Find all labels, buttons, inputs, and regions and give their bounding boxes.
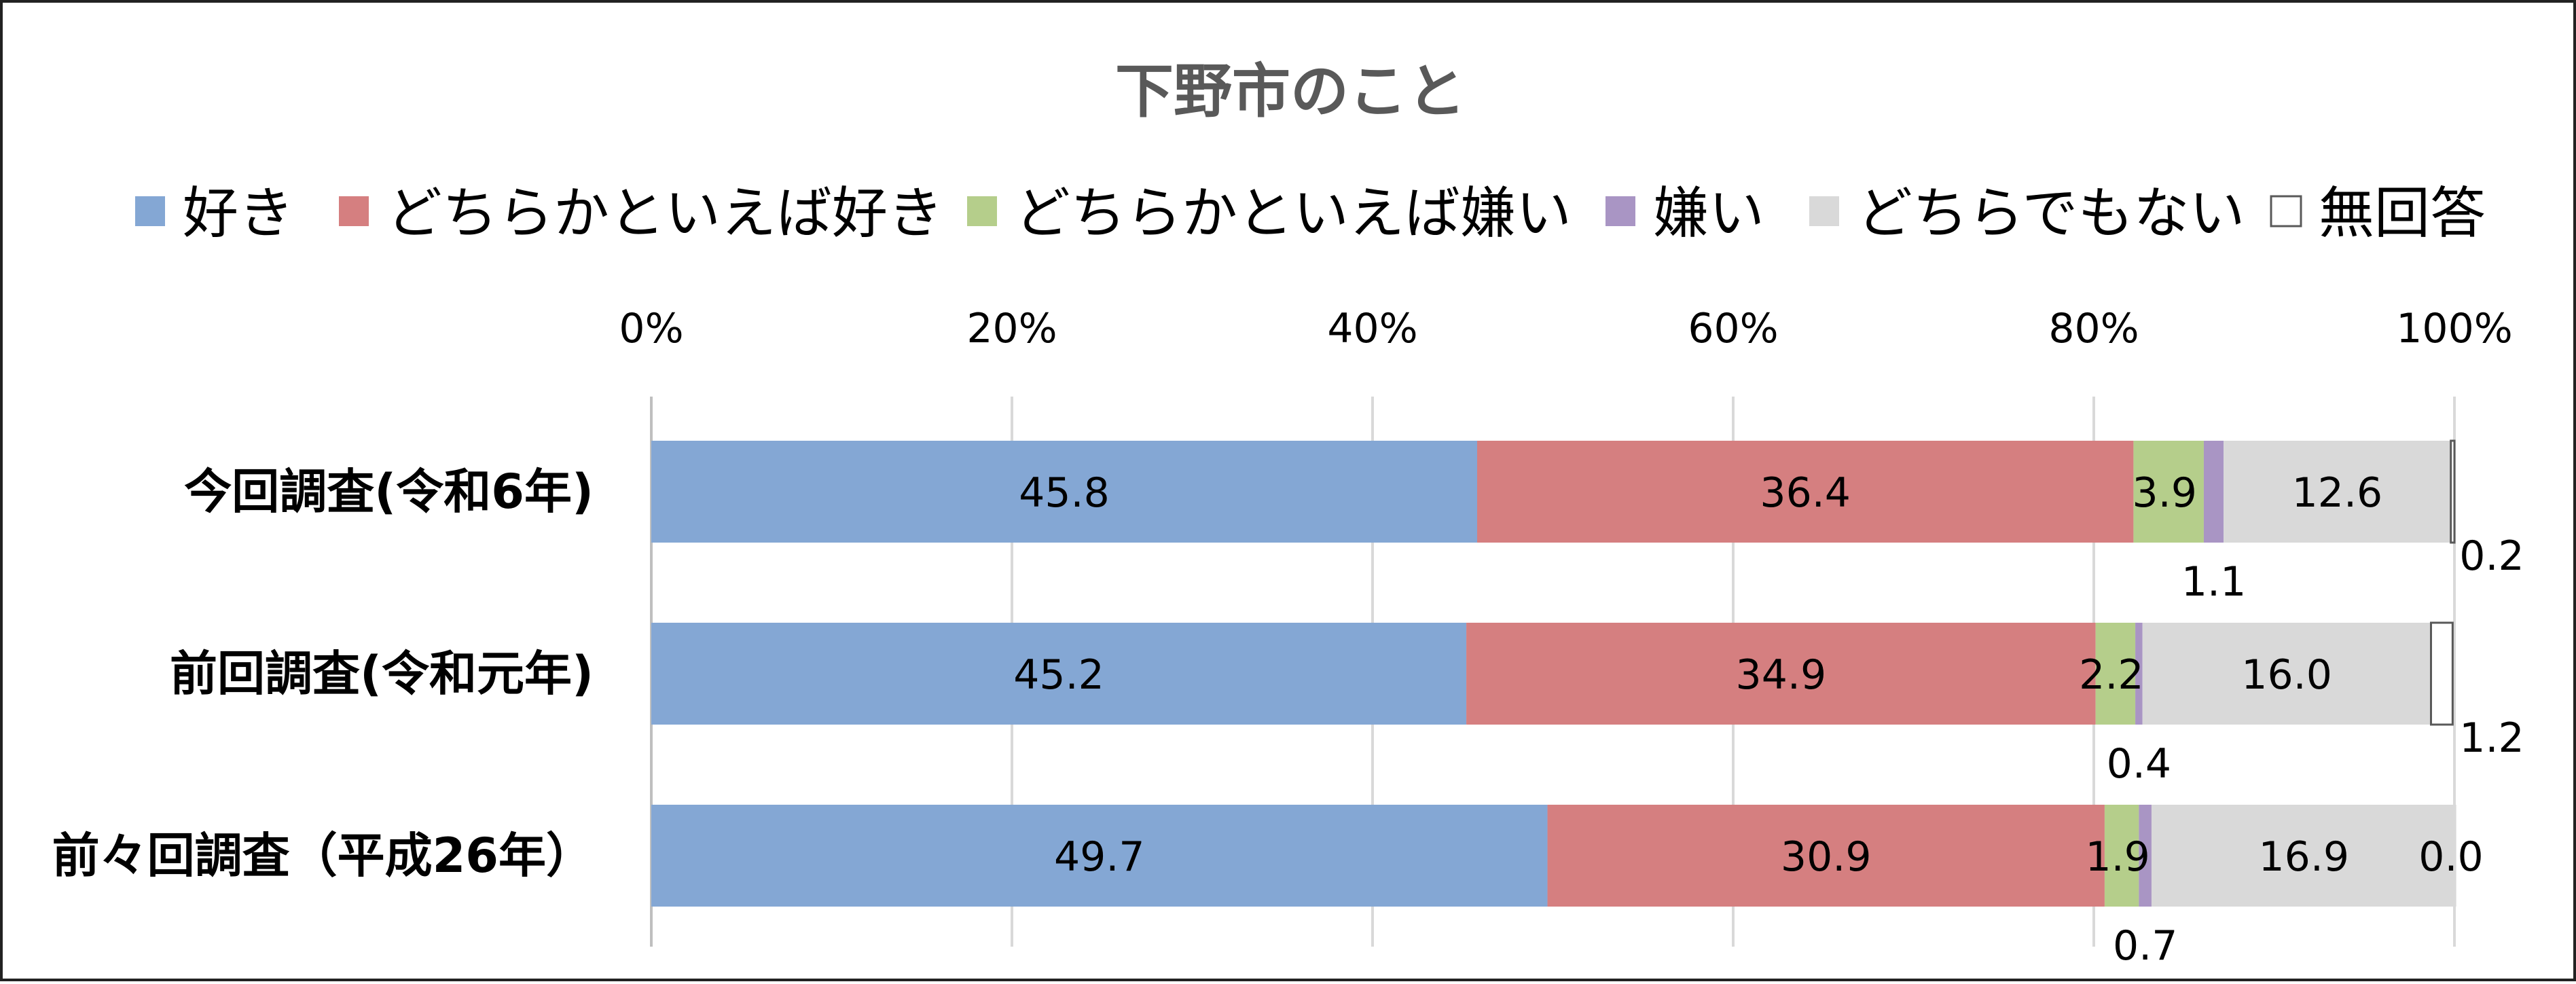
x-tick-label: 20% (966, 305, 1057, 352)
x-axis-ticks: 0% 20% 40% 60% 80% 100% (619, 305, 2512, 352)
data-label: 45.8 (1019, 469, 1110, 517)
legend-label-3: どちらかといえば嫌い (1015, 181, 1572, 246)
bar-segment (2104, 805, 2139, 907)
bar-segment (2429, 621, 2454, 726)
data-label: 1.1 (2181, 558, 2246, 606)
data-label: 30.9 (1781, 833, 1872, 881)
category-labels: 今回調査(令和6年) 前回調査(令和元年) 前々回調査（平成26年） (52, 464, 594, 883)
legend-label-5: どちらでもない (1857, 181, 2245, 246)
bar-segment (651, 441, 1477, 543)
legend-swatch-2 (339, 196, 369, 226)
legend-label-2: どちらかといえば好き (386, 181, 943, 246)
category-label: 前々回調査（平成26年） (52, 828, 594, 883)
chart-title: 下野市のこと (1115, 58, 1466, 126)
x-tick-label: 40% (1327, 305, 1417, 352)
bar-segment (1466, 623, 2096, 725)
x-tick-label: 100% (2396, 305, 2513, 352)
data-label: 0.4 (2107, 740, 2171, 788)
legend-label-6: 無回答 (2319, 181, 2486, 246)
legend-label-4: 嫌い (1653, 181, 1764, 246)
x-tick-label: 60% (1688, 305, 1778, 352)
bar-segment (2142, 623, 2431, 725)
bar-segment (1547, 805, 2105, 907)
legend-swatch-3 (967, 196, 997, 226)
data-label: 0.2 (2459, 532, 2524, 580)
data-label: 16.0 (2241, 651, 2332, 699)
data-label: 16.9 (2259, 833, 2350, 881)
bar-segment (2203, 441, 2224, 543)
legend-swatch-1 (135, 196, 165, 226)
bar-segment (2135, 623, 2143, 725)
legend-swatch-4 (1606, 196, 1635, 226)
bar-segment (2224, 441, 2451, 543)
data-label: 34.9 (1736, 651, 1827, 699)
data-label: 0.0 (2418, 833, 2483, 881)
category-label: 前回調査(令和元年) (170, 646, 594, 701)
bar-segment (1476, 441, 2134, 543)
data-label: 1.9 (2085, 833, 2149, 881)
data-label: 49.7 (1054, 833, 1145, 881)
bars (651, 439, 2456, 907)
bar-segment (2450, 439, 2456, 544)
x-tick-label: 0% (619, 305, 683, 352)
data-labels: 45.8 36.4 3.9 1.1 12.6 0.2 45.2 34.9 2.2 0.4 16.0 1… (1013, 469, 2524, 970)
data-label: 0.7 (2113, 922, 2177, 970)
bar-segment (2133, 441, 2204, 543)
bar-segment (651, 805, 1548, 907)
data-label: 2.2 (2079, 651, 2143, 699)
legend: 好き どちらかといえば好き どちらかといえば嫌い 嫌い どちらでもない 無回答 (135, 181, 2486, 246)
legend-swatch-6 (2270, 195, 2302, 227)
data-label: 1.2 (2459, 714, 2524, 762)
legend-swatch-5 (1809, 196, 1839, 226)
category-label: 今回調査(令和6年) (184, 464, 594, 520)
data-label: 12.6 (2292, 469, 2383, 517)
bar-segment (2151, 805, 2456, 907)
bar-segment (2139, 805, 2152, 907)
x-tick-label: 80% (2048, 305, 2139, 352)
legend-label-1: 好き (183, 181, 294, 246)
stacked-bar-chart: 下野市のこと 好き どちらかといえば好き どちらかといえば嫌い 嫌い どちらでもない 無回… (52, 58, 2524, 970)
data-label: 36.4 (1760, 469, 1851, 517)
bar-segment (2095, 623, 2136, 725)
bar-segment (651, 623, 1467, 725)
data-label: 3.9 (2132, 469, 2196, 517)
data-label: 45.2 (1013, 651, 1104, 699)
